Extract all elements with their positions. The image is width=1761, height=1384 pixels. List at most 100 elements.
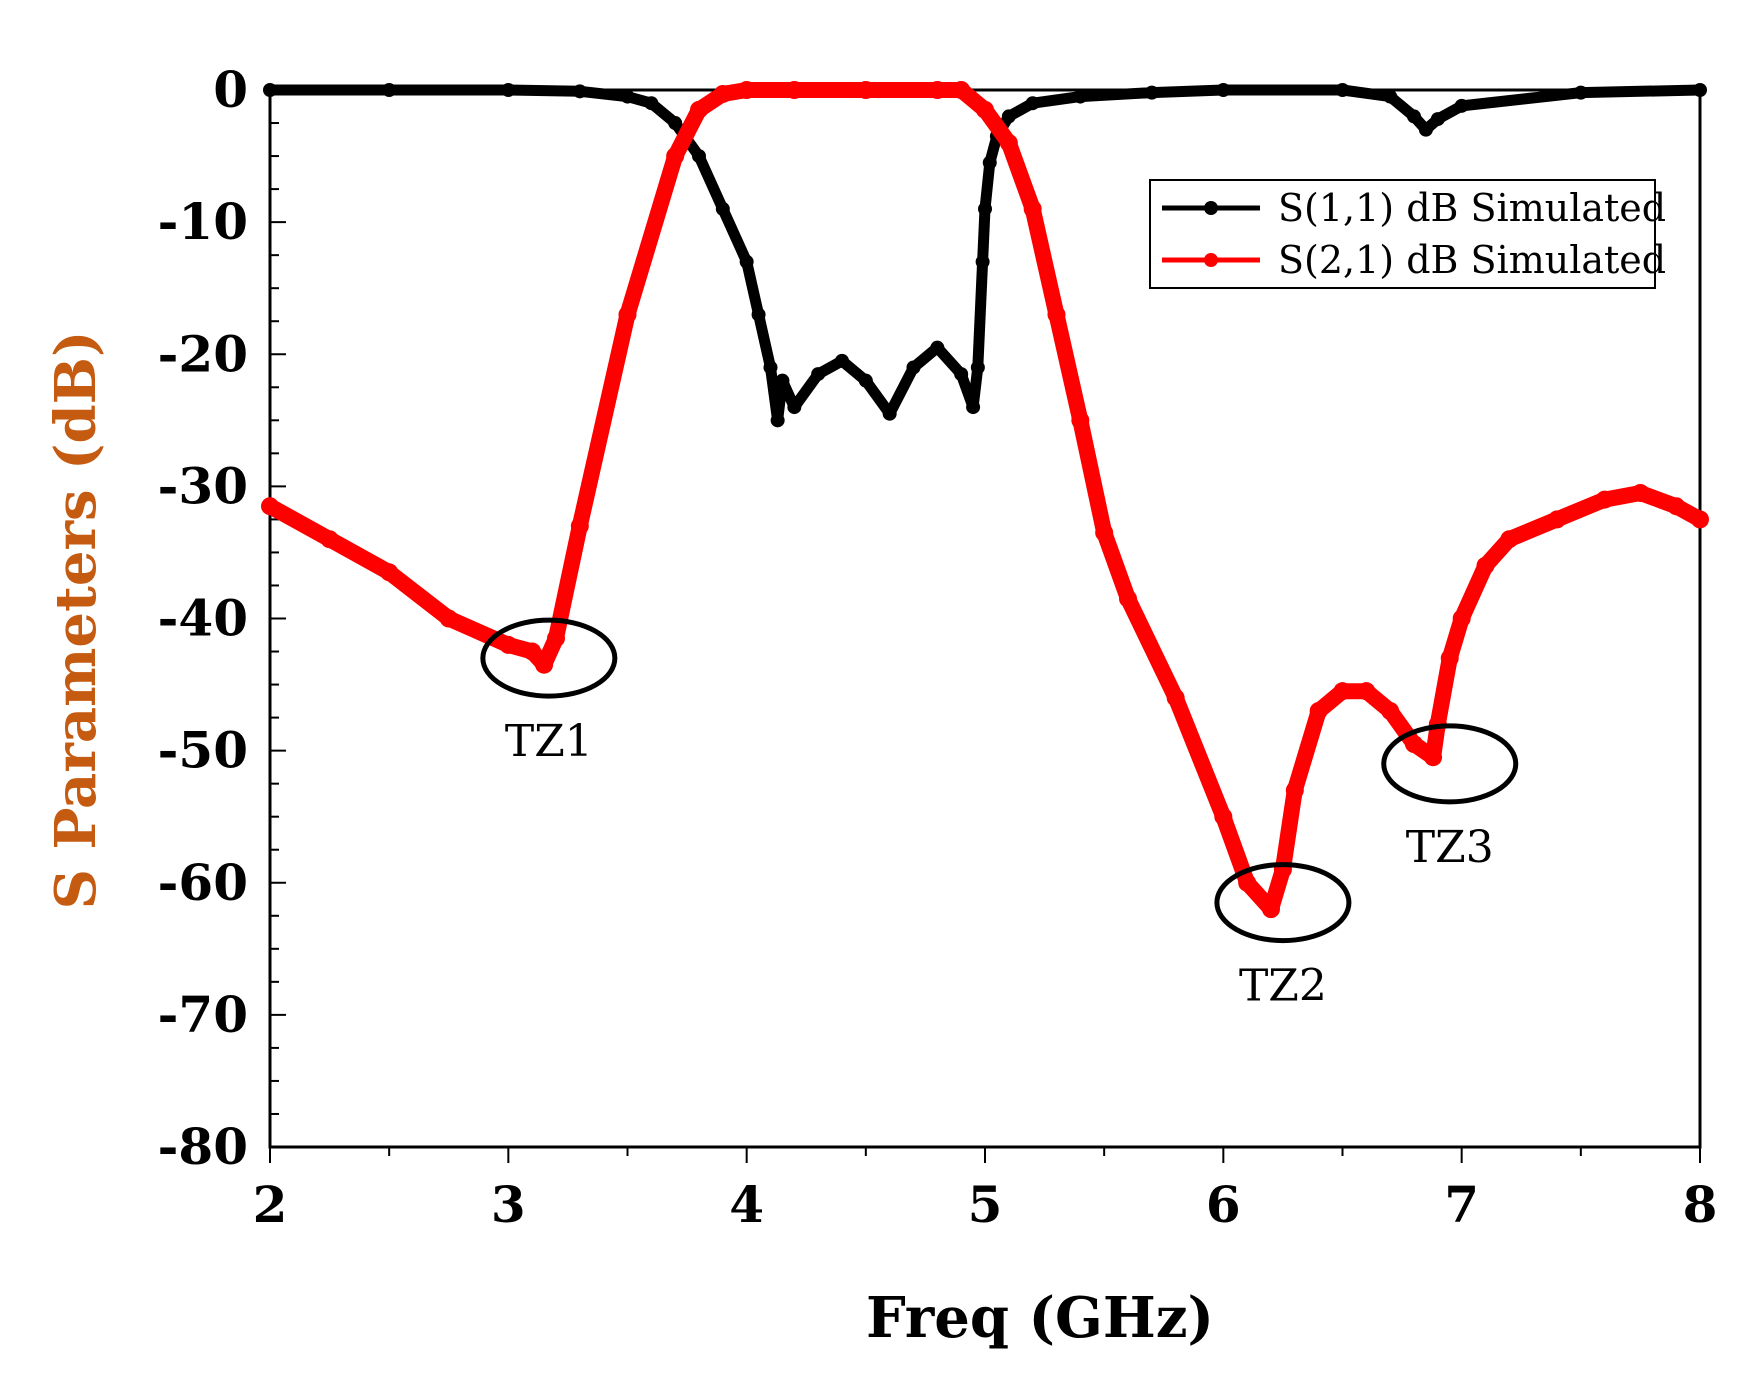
data-point	[763, 360, 778, 375]
annotation-label: TZ2	[1239, 961, 1327, 1012]
data-point	[739, 254, 754, 269]
data-point	[1454, 98, 1469, 113]
data-point	[975, 254, 990, 269]
data-point	[751, 307, 766, 322]
data-point	[858, 373, 873, 388]
data-point	[952, 81, 971, 99]
data-point	[501, 83, 516, 97]
data-point	[1214, 807, 1233, 826]
data-point	[928, 81, 947, 99]
data-point	[380, 563, 399, 582]
y-tick-label: -80	[158, 1117, 248, 1176]
data-point	[1262, 900, 1280, 919]
data-point	[785, 81, 804, 99]
data-point	[1095, 523, 1114, 542]
data-point	[966, 400, 981, 415]
y-tick-label: -70	[158, 985, 248, 1044]
data-point	[1424, 748, 1443, 767]
data-point	[930, 340, 945, 355]
data-point	[535, 655, 554, 674]
data-point	[999, 133, 1018, 152]
data-point	[690, 100, 708, 119]
data-point	[1595, 490, 1614, 509]
y-tick-label: -60	[158, 853, 248, 912]
annotation-layer: TZ1 TZ2 TZ3	[480, 617, 1519, 1012]
data-point	[976, 100, 994, 119]
x-axis-label: Freq (GHz)	[866, 1285, 1214, 1351]
x-tick-label: 6	[1206, 1175, 1241, 1234]
x-tick-label: 2	[253, 1175, 288, 1234]
data-point	[970, 360, 985, 375]
data-point	[692, 149, 706, 164]
data-point	[499, 635, 518, 654]
data-point	[1381, 701, 1400, 720]
data-point	[1573, 85, 1588, 100]
data-point	[1693, 83, 1707, 97]
data-point	[906, 360, 921, 375]
y-tick-label: -30	[158, 456, 248, 515]
x-tick-label: 5	[968, 1175, 1003, 1234]
data-point	[1430, 112, 1445, 127]
data-point	[1405, 735, 1423, 754]
data-point	[978, 201, 992, 216]
legend-label: S(1,1) dB Simulated	[1278, 186, 1666, 230]
data-point	[1023, 199, 1042, 218]
data-point	[775, 373, 790, 388]
data-point	[439, 609, 458, 628]
legend-marker	[1204, 253, 1218, 267]
y-tick-label: -50	[158, 721, 248, 780]
y-axis-label: S Parameters (dB)	[43, 330, 109, 909]
series-layer	[261, 81, 1709, 919]
axis-ticks	[269, 89, 1701, 1163]
x-tick-label: 3	[491, 1175, 526, 1234]
x-tick-label: 8	[1683, 1175, 1718, 1234]
data-point	[1073, 89, 1088, 104]
data-point	[787, 400, 802, 415]
data-point	[1238, 873, 1257, 892]
y-tick-label: -10	[158, 192, 248, 251]
data-point	[572, 84, 587, 99]
y-tick-labels: 0 -10 -20 -30 -40 -50 -60 -70 -80	[158, 60, 248, 1176]
y-tick-label: -40	[158, 589, 248, 648]
data-point	[1500, 530, 1519, 549]
data-point	[1333, 682, 1352, 701]
data-point	[620, 89, 635, 104]
data-point	[1119, 589, 1137, 608]
data-point	[1383, 89, 1398, 104]
y-tick-label: 0	[213, 60, 248, 119]
legend-box	[1149, 179, 1656, 289]
data-point	[1071, 411, 1090, 430]
annotation-label: TZ3	[1406, 822, 1494, 873]
data-point	[1452, 609, 1471, 628]
data-point	[715, 201, 730, 216]
x-tick-label: 4	[729, 1175, 764, 1234]
data-point	[1001, 109, 1016, 124]
y-tick-label: -20	[158, 324, 248, 383]
data-point	[382, 83, 397, 97]
data-point	[1418, 122, 1433, 137]
data-point	[982, 155, 997, 170]
data-point	[320, 530, 339, 549]
data-point	[523, 642, 542, 661]
data-point	[1440, 649, 1459, 668]
data-point	[1631, 483, 1650, 502]
data-point	[1691, 510, 1709, 529]
data-point	[1216, 83, 1231, 97]
annotation-ellipse	[480, 617, 618, 699]
data-point	[835, 353, 849, 368]
data-point	[263, 83, 277, 97]
data-point	[1025, 96, 1040, 111]
annotation-ellipse	[1214, 862, 1352, 944]
data-point	[1309, 701, 1328, 720]
legend: S(1,1) dB Simulated S(2,1) dB Simulated	[1149, 179, 1666, 289]
data-point	[570, 517, 589, 536]
data-point	[811, 367, 826, 382]
annotation-label: TZ1	[505, 716, 593, 767]
data-point	[770, 413, 785, 428]
data-point	[261, 497, 279, 516]
annotation-ellipse	[1381, 723, 1519, 805]
data-point	[1476, 556, 1495, 575]
data-point	[1144, 85, 1159, 100]
data-point	[882, 406, 897, 421]
